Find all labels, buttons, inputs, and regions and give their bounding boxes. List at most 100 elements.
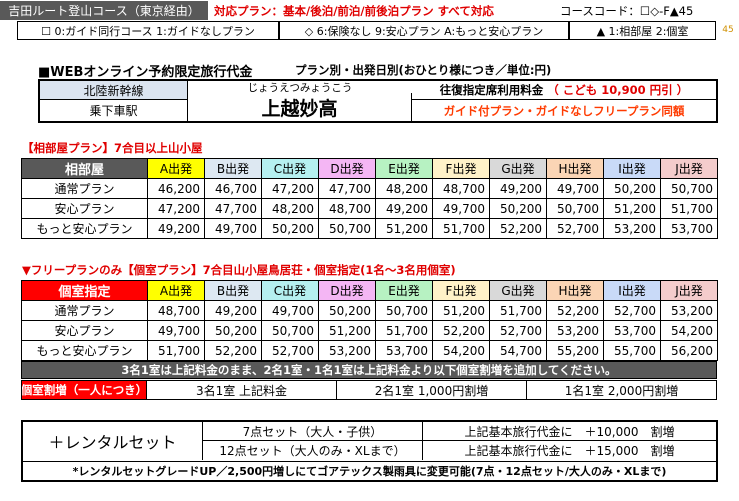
price-cell: 52,700 [603,300,661,321]
price-cell: 46,700 [204,178,262,199]
price-cell: 50,200 [489,198,547,219]
rental-set12: 12点セット（大人のみ・XLまで） [203,441,423,460]
price-cell: 50,200 [318,300,376,321]
private-col-h: H出発 [546,280,604,301]
row-label: 通常プラン [21,300,148,321]
row-label: もっと安心プラン [21,340,148,361]
private-col-d: D出発 [318,280,376,301]
private-col-e: E出発 [375,280,433,301]
shared-col-b: B出発 [204,158,262,179]
price-cell: 53,200 [660,300,718,321]
private-section-title: ▼フリープランのみ【個室プラン】7合目山小屋鳥居荘・個室指定(1名～3名用個室) [22,263,456,277]
price-cell: 51,200 [375,218,433,239]
price-cell: 50,200 [603,178,661,199]
price-cell: 46,200 [147,178,205,199]
station-name: 上越妙高 [188,93,412,121]
price-cell: 49,200 [147,218,205,239]
shared-col-a: A出発 [147,158,205,179]
table-row: もっと安心プラン 49,200 49,700 50,200 50,700 51,… [21,218,718,239]
private-col-f: F出発 [432,280,490,301]
private-col-b: B出発 [204,280,262,301]
price-cell: 48,700 [432,178,490,199]
price-cell: 47,700 [204,198,262,219]
price-cell: 49,700 [432,198,490,219]
shared-col-c: C出発 [261,158,319,179]
rental-set7-price: 上記基本旅行代金に ＋10,000 割増 [423,422,716,441]
private-col-i: I出発 [603,280,661,301]
fare-label-text: 往復指定席利用料金 [439,83,544,97]
fare-label: 往復指定席利用料金 （ こども 10,900 円引 ） [412,81,716,100]
shared-col-e: E出発 [375,158,433,179]
shared-section-title: 【相部屋プラン】7合目以上山小屋 [22,141,203,155]
line-name: 北陸新幹線 [40,81,188,100]
price-cell: 48,700 [147,300,205,321]
price-cell: 53,200 [546,320,604,341]
legend-guide: ☐ 0:ガイド同行コース 1:ガイドなしプラン [17,21,279,40]
rental-block [21,420,718,482]
price-cell: 52,700 [546,218,604,239]
price-cell: 52,700 [261,340,319,361]
price-cell: 55,200 [546,340,604,361]
price-cell: 53,200 [318,340,376,361]
shared-col-j: J出発 [660,158,718,179]
table-row: 安心プラン 49,700 50,200 50,700 51,200 51,700… [21,320,718,341]
price-cell: 54,700 [489,340,547,361]
price-cell: 47,200 [147,198,205,219]
price-cell: 53,200 [603,218,661,239]
price-cell: 49,700 [261,300,319,321]
price-cell: 52,700 [489,320,547,341]
table-row: 通常プラン 48,700 49,200 49,700 50,200 50,700… [21,300,718,321]
surcharge-1: 1名1室 2,000円割増 [527,380,717,400]
private-header-row: 個室指定 A出発 B出発 C出発 D出発 E出発 F出発 G出発 H出発 I出発… [21,280,718,301]
station-reading: じょうえつみょうこう [247,81,353,94]
price-cell: 51,200 [603,198,661,219]
shared-col-d: D出発 [318,158,376,179]
price-cell: 49,200 [204,300,262,321]
course-code: コースコード：☐◇-F▲45 [560,3,694,18]
table-row: もっと安心プラン 51,700 52,200 52,700 53,200 53,… [21,340,718,361]
price-cell: 56,200 [660,340,718,361]
price-cell: 50,700 [375,300,433,321]
row-label: 通常プラン [21,178,148,199]
side-number: 45 [722,25,734,35]
price-cell: 51,700 [432,218,490,239]
price-cell: 51,700 [489,300,547,321]
rental-set7: 7点セット（大人・子供） [203,422,423,441]
surcharge-2: 2名1室 1,000円割増 [337,380,527,400]
price-cell: 51,200 [318,320,376,341]
private-note: 3名1室は上記料金のまま、2名1室・1名1室は上記料金より以下個室割増を追加して… [21,361,717,379]
price-cell: 47,200 [261,178,319,199]
price-cell: 52,200 [204,340,262,361]
price-cell: 50,700 [660,178,718,199]
price-cell: 48,200 [261,198,319,219]
private-col-a: A出発 [147,280,205,301]
price-cell: 49,200 [489,178,547,199]
price-cell: 49,700 [147,320,205,341]
row-label: もっと安心プラン [21,218,148,239]
price-cell: 53,700 [375,340,433,361]
price-cell: 50,700 [318,218,376,239]
private-col-j: J出発 [660,280,718,301]
surcharge-3: 3名1室 上記料金 [147,380,337,400]
guide-note: ガイド付プラン・ガイドなしフリープラン同額 [443,103,685,118]
price-cell: 47,700 [318,178,376,199]
price-cell: 53,700 [660,218,718,239]
price-cell: 49,700 [204,218,262,239]
table-row: 通常プラン 46,200 46,700 47,200 47,700 48,200… [21,178,718,199]
rental-label: ＋レンタルセット [23,422,203,460]
board-label: 乗下車駅 [40,100,188,121]
shared-header-row: 相部屋 A出発 B出発 C出発 D出発 E出発 F出発 G出発 H出発 I出発 … [21,158,718,179]
legend-room: ▲ 1:相部屋 2:個室 [569,21,716,40]
private-room-table: 個室指定 A出発 B出発 C出発 D出発 E出発 F出発 G出発 H出発 I出発… [21,280,718,361]
legend-plan: ◇ 6:保険なし 9:安心プラン A:もっと安心プラン [279,21,569,40]
price-cell: 53,700 [603,320,661,341]
main-title: ■WEBオンライン予約限定旅行代金 [38,64,253,80]
price-cell: 55,700 [603,340,661,361]
price-cell: 51,700 [660,198,718,219]
price-cell: 54,200 [432,340,490,361]
private-corner: 個室指定 [21,280,148,301]
course-name: 吉田ルート登山コース（東京経由） [0,1,208,20]
price-cell: 51,200 [432,300,490,321]
shared-col-h: H出発 [546,158,604,179]
price-cell: 51,700 [147,340,205,361]
